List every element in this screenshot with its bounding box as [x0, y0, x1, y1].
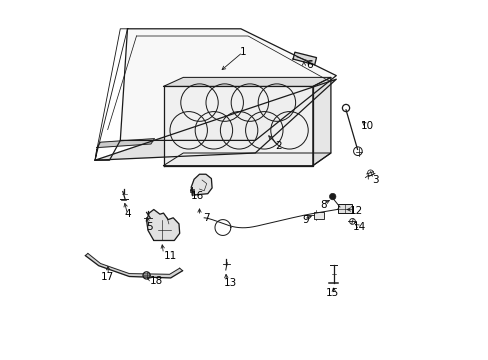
Circle shape: [329, 193, 335, 200]
Polygon shape: [97, 139, 154, 148]
Polygon shape: [163, 77, 330, 86]
Text: 12: 12: [349, 206, 362, 216]
Text: 11: 11: [164, 251, 177, 261]
Text: 5: 5: [145, 222, 152, 232]
Bar: [189, 189, 194, 192]
Text: 17: 17: [101, 272, 114, 282]
Text: 16: 16: [191, 191, 204, 201]
Polygon shape: [146, 210, 179, 240]
Text: 8: 8: [320, 200, 326, 210]
Text: 14: 14: [352, 222, 366, 232]
Text: 18: 18: [149, 276, 163, 286]
Polygon shape: [85, 253, 182, 278]
Text: 6: 6: [305, 60, 312, 70]
Polygon shape: [120, 29, 336, 140]
Text: 15: 15: [325, 288, 339, 298]
Polygon shape: [95, 79, 336, 160]
Bar: [313, 212, 324, 219]
Text: 7: 7: [203, 213, 209, 223]
Text: 4: 4: [124, 209, 131, 219]
Text: 1: 1: [239, 47, 245, 57]
Bar: [337, 204, 351, 213]
Text: 13: 13: [223, 278, 236, 288]
Text: 3: 3: [372, 175, 378, 185]
Text: 10: 10: [360, 121, 373, 131]
Polygon shape: [312, 77, 330, 166]
Polygon shape: [163, 153, 330, 166]
Text: 2: 2: [275, 141, 282, 151]
Text: 9: 9: [302, 215, 308, 225]
Polygon shape: [191, 174, 212, 195]
Polygon shape: [163, 86, 312, 166]
Polygon shape: [292, 52, 316, 65]
